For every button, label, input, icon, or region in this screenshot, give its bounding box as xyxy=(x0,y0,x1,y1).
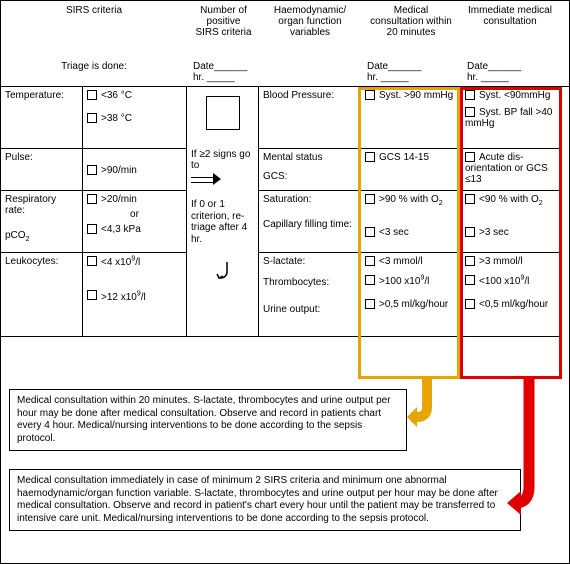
checkbox[interactable] xyxy=(365,227,375,237)
checkbox[interactable] xyxy=(365,90,375,100)
checkbox[interactable] xyxy=(87,224,97,234)
checkbox[interactable] xyxy=(465,275,475,285)
hdr-haemo: Haemodynamic/ organ function variables xyxy=(259,1,361,59)
checkbox[interactable] xyxy=(87,113,97,123)
label-leuk: Leukocytes: xyxy=(1,253,83,337)
checkbox[interactable] xyxy=(87,90,97,100)
checkbox[interactable] xyxy=(365,256,375,266)
red-arrow-icon xyxy=(507,377,567,527)
retriage-arrow-icon xyxy=(213,260,233,284)
textbox-20min: Medical consultation within 20 minutes. … xyxy=(9,389,407,451)
val-slac-imm: >3 mmol/l <100 x109/l <0,5 ml/kg/hour xyxy=(461,253,559,337)
date-sirs: Date______hr. _____ xyxy=(187,59,259,86)
checkbox[interactable] xyxy=(87,256,97,266)
label-sat: Saturation: Capillary filling time: xyxy=(259,191,361,253)
label-slac: S-lactate: Thrombocytes: Urine output: xyxy=(259,253,361,337)
val-pulse: >90/min xyxy=(83,149,187,191)
label-bp: Blood Pressure: xyxy=(259,87,361,149)
checkbox[interactable] xyxy=(465,194,475,204)
label-resp: Respiratory rate: pCO2 xyxy=(1,191,83,253)
val-resp: >20/min or <4,3 kPa xyxy=(83,191,187,253)
val-gcs-20: GCS 14-15 xyxy=(361,149,461,191)
label-pulse: Pulse: xyxy=(1,149,83,191)
count-box[interactable] xyxy=(206,96,240,130)
checkbox[interactable] xyxy=(87,290,97,300)
textbox-immediate: Medical consultation immediately in case… xyxy=(9,469,521,531)
checkbox[interactable] xyxy=(465,107,475,117)
hdr-num: Number of positive SIRS criteria xyxy=(187,1,259,59)
if2-cell: If ≥2 signs go to xyxy=(187,149,259,191)
curve-cell xyxy=(187,253,259,337)
checkbox[interactable] xyxy=(365,275,375,285)
checkbox[interactable] xyxy=(465,299,475,309)
val-sat-20: >90 % with O2 <3 sec xyxy=(361,191,461,253)
val-bp-imm: Syst. <90mmHg Syst. BP fall >40 mmHg xyxy=(461,87,559,149)
val-gcs-imm: Acute dis-orientation or GCS ≤13 xyxy=(461,149,559,191)
date-med20: Date______hr. _____ xyxy=(361,59,461,86)
date-immed: Date______hr. _____ xyxy=(461,59,559,86)
checkbox[interactable] xyxy=(465,256,475,266)
checkbox[interactable] xyxy=(465,90,475,100)
val-bp-20: Syst. >90 mmHg xyxy=(361,87,461,149)
checkbox[interactable] xyxy=(365,194,375,204)
triage-label: Triage is done: xyxy=(1,59,187,86)
hdr-med20: Medical consultation within 20 minutes xyxy=(361,1,461,59)
val-slac-20: <3 mmol/l >100 x109/l >0,5 ml/kg/hour xyxy=(361,253,461,337)
hdr-immed: Immediate medical consultation xyxy=(461,1,559,59)
arrow-right-icon xyxy=(191,174,221,184)
checkbox[interactable] xyxy=(365,299,375,309)
checkbox[interactable] xyxy=(365,152,375,162)
val-temp: <36 °C >38 °C xyxy=(83,87,187,149)
label-mental: Mental status GCS: xyxy=(259,149,361,191)
bigbox-cell xyxy=(187,87,259,149)
hdr-sirs: SIRS criteria xyxy=(1,1,187,59)
val-leuk: <4 x109/l >12 x109/l xyxy=(83,253,187,337)
checkbox[interactable] xyxy=(87,165,97,175)
checkbox[interactable] xyxy=(465,152,475,162)
if0-cell: If 0 or 1 criterion, re-triage after 4 h… xyxy=(187,191,259,253)
val-sat-imm: <90 % with O2 >3 sec xyxy=(461,191,559,253)
checkbox[interactable] xyxy=(465,227,475,237)
checkbox[interactable] xyxy=(87,194,97,204)
label-temp: Temperature: xyxy=(1,87,83,149)
orange-arrow-icon xyxy=(407,377,457,437)
